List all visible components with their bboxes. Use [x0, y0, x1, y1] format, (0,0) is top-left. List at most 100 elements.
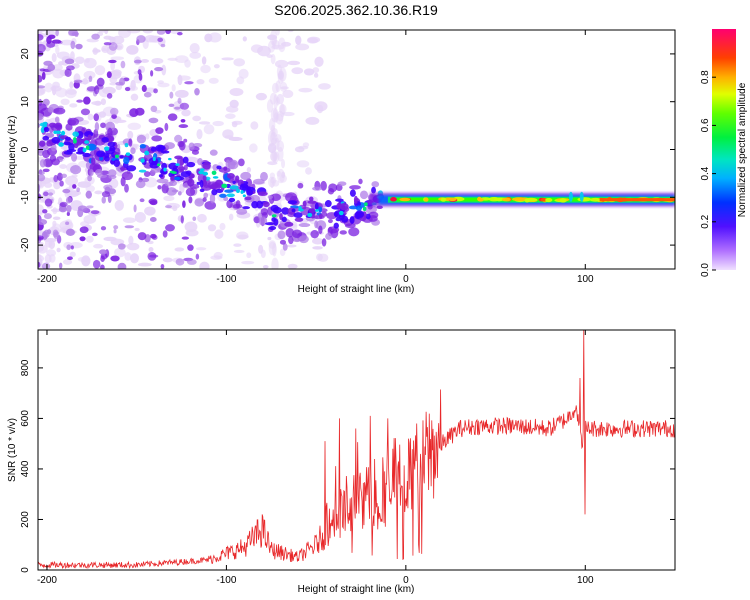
spectrogram-blob — [93, 243, 104, 249]
snr-plot-area — [38, 330, 675, 570]
spectrogram-blob — [315, 209, 320, 212]
spectrogram-band-hotspot — [399, 197, 411, 202]
spectrogram-blob — [307, 212, 313, 218]
spectrogram-blob — [38, 235, 44, 240]
spectrogram-blob — [93, 85, 100, 95]
spectrogram-blob — [287, 30, 294, 33]
spectrogram-blob — [42, 209, 48, 214]
spectrogram-blob — [137, 262, 152, 267]
spectrogram-blob — [82, 147, 87, 153]
spectrogram-blob — [93, 113, 100, 122]
spectrogram-blob — [189, 43, 200, 54]
spectrogram-blob — [314, 202, 319, 211]
spectrogram-blob — [349, 185, 361, 190]
spectrogram-blob — [91, 101, 103, 106]
spectrogram-blob — [55, 130, 62, 135]
spectrogram-blob — [38, 33, 44, 41]
spectrogram-blob — [109, 107, 119, 116]
spectrogram-blob — [318, 83, 331, 90]
spectrogram-blob — [250, 121, 259, 130]
spectrogram-blob — [182, 200, 186, 208]
spectrogram-blob — [314, 56, 324, 67]
spectrogram-blob — [305, 167, 312, 175]
spectrogram-xtick-label: -200 — [37, 274, 57, 285]
spectrogram-blob — [298, 87, 313, 93]
spectrogram-blob — [138, 169, 147, 173]
spectrogram-blob — [269, 172, 275, 179]
spectrogram-blob — [134, 227, 140, 232]
spectrogram-blob — [85, 235, 94, 243]
spectrogram-blob — [303, 68, 315, 76]
spectrogram-blob — [136, 134, 147, 144]
spectrogram-blob — [196, 79, 205, 85]
spectrogram-blob — [212, 120, 225, 127]
spectrogram-blob — [179, 102, 190, 110]
spectrogram-blob — [148, 157, 159, 166]
spectrogram-blob — [155, 144, 165, 152]
spectrogram-blob — [75, 151, 85, 155]
spectrogram-blob — [279, 248, 286, 257]
spectrogram-blob — [43, 191, 49, 197]
spectrogram-blob — [187, 178, 195, 187]
spectrogram-blob — [236, 188, 240, 193]
spectrogram-blob — [278, 67, 287, 82]
spectrogram-blob — [91, 157, 96, 165]
spectrogram-blob — [242, 36, 247, 42]
spectrogram-blob — [94, 121, 100, 132]
spectrogram-blob — [140, 158, 145, 163]
spectrogram-blob — [42, 121, 48, 125]
colorbar-tick-label: 0.0 — [700, 263, 711, 277]
spectrogram-blob — [281, 216, 287, 223]
spectrogram-blob — [194, 88, 200, 96]
spectrogram-blob — [282, 111, 295, 117]
spectrogram-blob — [71, 152, 78, 162]
spectrogram-blob — [44, 198, 53, 207]
spectrogram-blob — [293, 212, 303, 219]
spectrogram-blob — [113, 159, 121, 168]
spectrogram-blob — [73, 139, 77, 144]
spectrogram-blob — [38, 140, 46, 147]
spectrogram-blob — [310, 229, 319, 239]
spectrogram-blob — [257, 45, 271, 57]
spectrogram-blob — [38, 171, 45, 175]
spectrogram-blob — [174, 155, 183, 160]
spectrogram-blob — [339, 230, 347, 235]
spectrogram-blob — [99, 156, 104, 161]
spectrogram-blob — [270, 53, 276, 65]
spectrogram-blob — [196, 181, 201, 185]
spectrogram-blob — [128, 138, 133, 147]
spectrogram-blob — [181, 109, 191, 117]
spectrogram-blob — [257, 191, 268, 196]
spectrogram-blob — [48, 192, 54, 196]
spectrogram-blob — [103, 35, 113, 40]
spectrogram-blob — [58, 142, 64, 147]
spectrogram-blob — [43, 182, 53, 188]
spectrogram-blob — [312, 186, 322, 191]
spectrogram-blob — [64, 136, 71, 141]
spectrogram-blob — [295, 43, 310, 51]
spectrogram-blob — [43, 126, 50, 133]
spectrogram-blob — [162, 257, 173, 263]
spectrogram-blob — [82, 152, 91, 158]
spectrogram-blob — [40, 126, 45, 134]
spectrogram-ytick-label: 0 — [20, 146, 31, 152]
spectrogram-blob — [286, 244, 297, 248]
spectrogram-blob — [307, 37, 319, 44]
spectrogram-blob — [44, 82, 54, 93]
spectrogram-blob — [355, 210, 365, 219]
spectrogram-blob — [156, 163, 161, 167]
spectrogram-blob — [177, 191, 182, 196]
spectrogram-band-hotspot — [495, 197, 504, 202]
spectrogram-blob — [91, 33, 100, 40]
spectrogram-blob — [180, 215, 184, 224]
spectrogram-blob — [200, 64, 211, 74]
spectrogram-blob — [134, 107, 145, 116]
spectrogram-blob — [168, 157, 172, 161]
spectrogram-blob — [133, 59, 142, 64]
snr-xtick-label: -200 — [37, 575, 57, 586]
colorbar: 0.0 0.2 0.4 0.6 0.8 Normalized spectral ampl… — [700, 29, 748, 277]
spectrogram-blob — [184, 81, 194, 85]
spectrogram-blob — [92, 232, 98, 237]
spectrogram-blob — [273, 218, 279, 226]
